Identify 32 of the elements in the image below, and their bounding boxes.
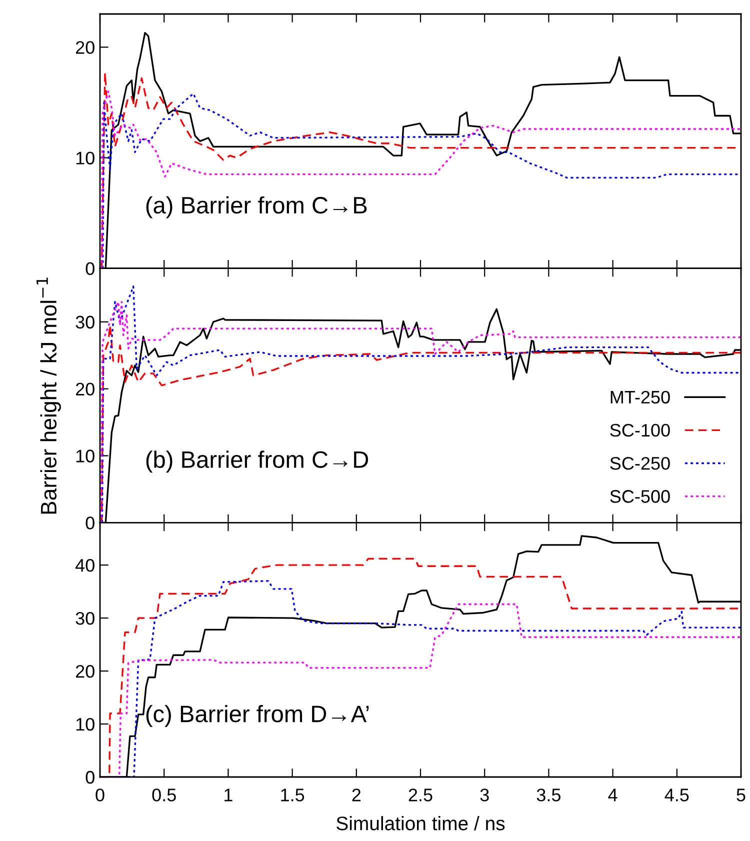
x-tick-label: 3.5 <box>536 788 560 802</box>
y-axis-title: Barrier height / kJ mol$^{−1}$ <box>36 278 61 514</box>
x-tick-label: 4 <box>608 788 618 802</box>
y-tick-label: 10 <box>76 450 94 462</box>
x-tick-label: 5 <box>736 788 746 802</box>
legend-label: SC-250 <box>610 456 670 470</box>
annotation: (c) Barrier from D→A’ <box>146 704 369 727</box>
y-tick-label: 30 <box>76 316 94 329</box>
x-tick-label: 1 <box>224 788 232 802</box>
y-tick-label: 0 <box>86 516 94 530</box>
y-tick-label: 20 <box>76 382 94 396</box>
y-tick-label: 30 <box>76 612 94 625</box>
legend-label: SC-100 <box>610 424 670 437</box>
annotation: (b) Barrier from C→D <box>146 450 368 473</box>
y-tick-label: 0 <box>86 262 94 276</box>
y-tick-label: 40 <box>75 558 94 572</box>
x-tick-label: 1.5 <box>281 788 304 802</box>
x-tick-label: 0.5 <box>152 788 176 802</box>
x-tick-label: 2.5 <box>408 788 432 802</box>
legend-label: MT-250 <box>610 390 670 404</box>
x-axis-title: Simulation time / ns <box>336 816 505 830</box>
x-tick-label: 4.5 <box>664 788 689 802</box>
x-tick-label: 3 <box>480 788 489 802</box>
y-tick-label: 10 <box>76 718 94 731</box>
y-tick-label: 10 <box>76 152 94 164</box>
y-tick-label: 0 <box>86 770 94 784</box>
x-tick-label: 2 <box>352 788 361 802</box>
annotation: (a) Barrier from C→B <box>146 196 367 218</box>
y-tick-label: 20 <box>76 41 94 54</box>
legend-label: SC-500 <box>610 490 670 503</box>
x-tick-label: 0 <box>96 788 104 802</box>
y-tick-label: 20 <box>76 664 94 678</box>
